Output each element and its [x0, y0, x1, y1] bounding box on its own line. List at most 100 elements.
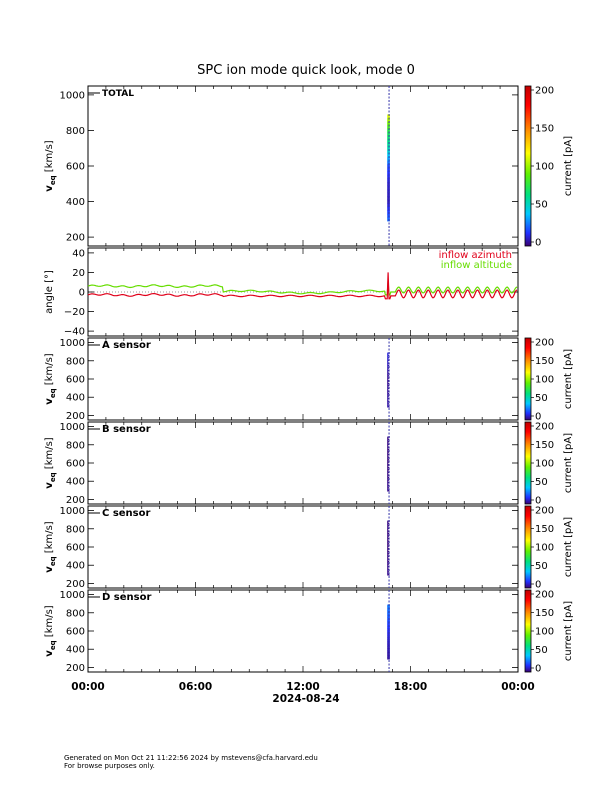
- date-label: 2024-08-24: [272, 693, 339, 705]
- burst-cell-c: [387, 560, 390, 563]
- burst-cell-a: [387, 381, 390, 384]
- burst-dot-c: [388, 556, 391, 559]
- cb-tick-label-d-3: 150: [535, 608, 554, 619]
- time-axis: 00:00 06:00 12:00 18:00 00:00: [71, 681, 534, 693]
- burst-cell-total: [387, 153, 390, 158]
- cb-tick-label-d-4: 200: [535, 590, 554, 601]
- colorbar-label-a: current [pA]: [563, 349, 574, 409]
- xtick-label-3: 18:00: [394, 681, 427, 693]
- burst-dot-b: [389, 486, 392, 489]
- burst-dot-c: [389, 570, 392, 573]
- burst-dot-b: [389, 489, 392, 492]
- ylabel-b: veq [km/s]: [44, 437, 57, 488]
- burst-cell-total: [387, 121, 390, 126]
- burst-cell-b: [387, 469, 390, 472]
- ytick-label-d-4: 1000: [60, 590, 85, 601]
- cb-tick-label-b-0: 0: [535, 496, 541, 507]
- burst-cell-total: [387, 178, 390, 183]
- burst-cell-c: [387, 522, 390, 525]
- burst-dot-a: [389, 390, 392, 392]
- ytick-label-b-1: 400: [66, 477, 85, 488]
- cb-tick-label-b-4: 200: [535, 422, 554, 433]
- ylabel-a: veq [km/s]: [44, 353, 57, 404]
- burst-dot-c: [388, 546, 391, 549]
- ytick-label-a-1: 400: [66, 393, 85, 404]
- ytick-label-angle-4: −40: [64, 327, 85, 338]
- burst-dot-c: [389, 535, 392, 537]
- burst-dot-b: [389, 469, 392, 471]
- ytick-label-total-2: 600: [66, 162, 85, 173]
- burst-cell-a: [387, 385, 390, 388]
- ytick-label-angle-1: 20: [72, 268, 85, 279]
- panel-label-total: TOTAL: [102, 89, 134, 99]
- burst-dot-b: [389, 438, 392, 441]
- panel-frame-b: [87, 421, 519, 505]
- burst-cell-total: [387, 150, 390, 154]
- burst-dot-c: [388, 528, 391, 531]
- cb-tick-label-total-0: 0: [535, 238, 541, 249]
- burst-dot-c: [389, 527, 392, 530]
- cb-tick-label-a-4: 200: [535, 338, 554, 349]
- burst-dot-c: [389, 555, 392, 558]
- burst-cell-c: [387, 549, 390, 552]
- burst-cell-d: [387, 644, 390, 647]
- burst-dot-c: [389, 532, 392, 535]
- burst-cell-total: [387, 164, 390, 169]
- cb-tick-label-total-3: 150: [535, 124, 554, 135]
- ytick-label-b-3: 800: [66, 440, 85, 451]
- ylabel-angle: angle [°]: [44, 270, 55, 314]
- colorbar-a: [524, 337, 532, 421]
- burst-dot-b: [389, 476, 392, 479]
- cb-tick-label-total-2: 100: [535, 162, 554, 173]
- ytick-label-total-1: 400: [66, 197, 85, 208]
- burst-dot-b: [388, 472, 391, 475]
- burst-cell-total: [387, 157, 390, 161]
- cb-tick-label-c-2: 100: [535, 543, 554, 554]
- legend-inflow-azimuth: inflow azimuth: [439, 250, 512, 261]
- burst-dot-b: [388, 483, 391, 485]
- burst-cell-d: [387, 626, 390, 629]
- burst-dot-a: [388, 399, 391, 401]
- burst-cell-d: [387, 622, 390, 625]
- burst-cell-total: [387, 135, 390, 140]
- ytick-label-d-0: 200: [66, 663, 85, 674]
- burst-dot-b: [389, 451, 392, 453]
- burst-dot-a: [389, 369, 392, 372]
- burst-dot-a: [389, 359, 392, 362]
- burst-cell-d: [387, 648, 390, 651]
- burst-dot-c: [389, 565, 392, 568]
- burst-dot-c: [389, 540, 392, 543]
- burst-cell-b: [387, 465, 390, 468]
- xtick-label-2: 12:00: [286, 681, 319, 693]
- burst-cell-total: [387, 139, 390, 144]
- cb-tick-label-a-0: 0: [535, 412, 541, 423]
- ytick-label-total-3: 800: [66, 126, 85, 137]
- panel-label-c: C sensor: [102, 508, 150, 519]
- burst-dot-a: [389, 374, 392, 377]
- colorbar-c: [524, 505, 532, 589]
- colorbar-label-d: current [pA]: [563, 601, 574, 661]
- burst-cell-d: [387, 633, 390, 636]
- cb-tick-label-a-1: 50: [535, 393, 548, 404]
- burst-dot-b: [389, 456, 392, 459]
- burst-cell-a: [387, 367, 390, 370]
- burst-dot-a: [389, 354, 392, 357]
- burst-cell-b: [387, 451, 390, 454]
- burst-dot-b: [389, 443, 392, 446]
- burst-cell-d: [387, 641, 390, 644]
- burst-cell-a: [387, 374, 390, 377]
- cb-tick-label-c-3: 150: [535, 524, 554, 535]
- ylabel-c: veq [km/s]: [44, 521, 57, 572]
- cb-tick-label-d-0: 0: [535, 664, 541, 675]
- cb-tick-label-d-2: 100: [535, 627, 554, 638]
- burst-dot-b: [389, 474, 392, 476]
- burst-dot-a: [389, 385, 392, 387]
- burst-cell-d: [387, 606, 390, 609]
- burst-dot-b: [389, 461, 392, 464]
- burst-cell-total: [387, 146, 390, 151]
- burst-dot-c: [389, 545, 392, 548]
- burst-dot-b: [389, 481, 392, 484]
